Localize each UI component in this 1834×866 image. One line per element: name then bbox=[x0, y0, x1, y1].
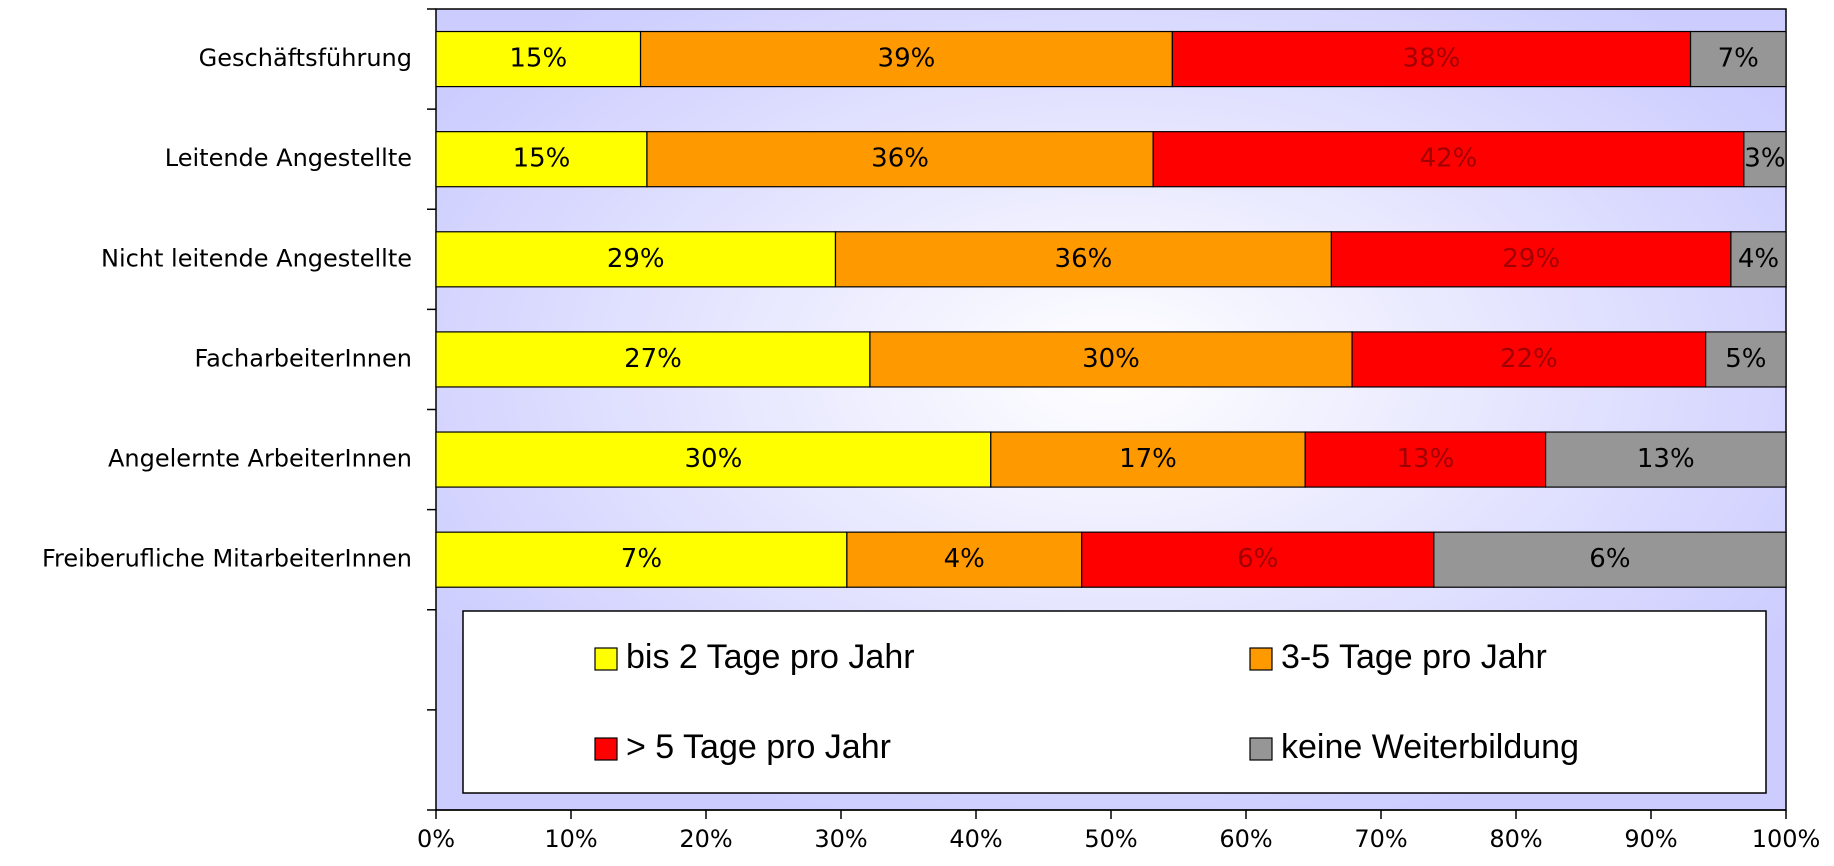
legend-swatch bbox=[594, 647, 618, 671]
data-label: 6% bbox=[1589, 544, 1630, 574]
bar-segment bbox=[435, 30, 642, 88]
bar-segment bbox=[1705, 331, 1787, 388]
bar-segment bbox=[435, 531, 848, 588]
data-label: 39% bbox=[878, 44, 936, 74]
x-tick-label: 60% bbox=[1219, 825, 1272, 853]
data-label: 42% bbox=[1420, 144, 1478, 174]
x-tick-label: 50% bbox=[1084, 825, 1137, 853]
legend bbox=[462, 610, 1767, 794]
data-label: 7% bbox=[1718, 44, 1759, 74]
x-tick-label: 10% bbox=[544, 825, 597, 853]
data-label: 36% bbox=[1055, 244, 1113, 274]
bar-segment bbox=[435, 331, 871, 388]
legend-swatch bbox=[1249, 737, 1273, 761]
legend-label: bis 2 Tage pro Jahr bbox=[626, 638, 915, 676]
bar-segment bbox=[1152, 131, 1745, 188]
data-label: 29% bbox=[1502, 244, 1560, 274]
data-label: 36% bbox=[871, 144, 929, 174]
bar-segment bbox=[1304, 431, 1547, 488]
data-label: 22% bbox=[1500, 344, 1558, 374]
y-tick-label: Nicht leitende Angestellte bbox=[101, 244, 412, 272]
bar-segment bbox=[1743, 131, 1787, 188]
y-tick-label: Geschäftsführung bbox=[199, 44, 412, 72]
data-label: 7% bbox=[621, 544, 662, 574]
data-label: 15% bbox=[509, 44, 567, 74]
bar-segment bbox=[639, 30, 1173, 88]
data-label: 27% bbox=[624, 344, 682, 374]
y-tick-label: FacharbeiterInnen bbox=[195, 344, 412, 372]
x-tick-label: 30% bbox=[814, 825, 867, 853]
y-tick-label: Leitende Angestellte bbox=[165, 144, 412, 172]
bar-segment bbox=[834, 231, 1333, 288]
data-label: 5% bbox=[1725, 344, 1766, 374]
legend-label: 3-5 Tage pro Jahr bbox=[1281, 638, 1547, 676]
bar-segment bbox=[435, 431, 992, 488]
bar-segment bbox=[846, 531, 1083, 588]
bar-segment bbox=[1351, 331, 1707, 388]
bar-segment bbox=[1730, 231, 1787, 288]
bar-segment bbox=[1433, 531, 1787, 588]
x-tick-label: 70% bbox=[1354, 825, 1407, 853]
legend-label: keine Weiterbildung bbox=[1281, 728, 1579, 766]
x-tick-label: 40% bbox=[949, 825, 1002, 853]
x-tick-label: 100% bbox=[1752, 825, 1821, 853]
y-tick-label: Angelernte ArbeiterInnen bbox=[108, 445, 412, 473]
x-tick-label: 80% bbox=[1489, 825, 1542, 853]
x-tick-label: 20% bbox=[679, 825, 732, 853]
legend-swatch bbox=[1249, 647, 1273, 671]
data-label: 13% bbox=[1637, 444, 1695, 474]
bar-segment bbox=[990, 431, 1306, 488]
bar-segment bbox=[1330, 231, 1732, 288]
data-label: 29% bbox=[607, 244, 665, 274]
data-label: 4% bbox=[1738, 244, 1779, 274]
bar-segment bbox=[1081, 531, 1435, 588]
bar-segment bbox=[1689, 30, 1787, 88]
bar-segment bbox=[435, 231, 837, 288]
bar-segment bbox=[646, 131, 1154, 188]
data-label: 17% bbox=[1119, 444, 1177, 474]
bar-segment bbox=[869, 331, 1353, 388]
data-label: 6% bbox=[1237, 544, 1278, 574]
data-label: 15% bbox=[513, 144, 571, 174]
bar-segment bbox=[1171, 30, 1692, 88]
x-tick-label: 90% bbox=[1624, 825, 1677, 853]
data-label: 30% bbox=[684, 444, 742, 474]
data-label: 38% bbox=[1403, 44, 1461, 74]
x-tick-label: 0% bbox=[417, 825, 455, 853]
legend-label: > 5 Tage pro Jahr bbox=[626, 728, 891, 766]
data-label: 4% bbox=[944, 544, 985, 574]
bar-segment bbox=[1544, 431, 1787, 488]
y-tick-label: Freiberufliche MitarbeiterInnen bbox=[42, 545, 412, 573]
data-label: 3% bbox=[1744, 144, 1785, 174]
data-label: 13% bbox=[1396, 444, 1454, 474]
data-label: 30% bbox=[1082, 344, 1140, 374]
legend-swatch bbox=[594, 737, 618, 761]
